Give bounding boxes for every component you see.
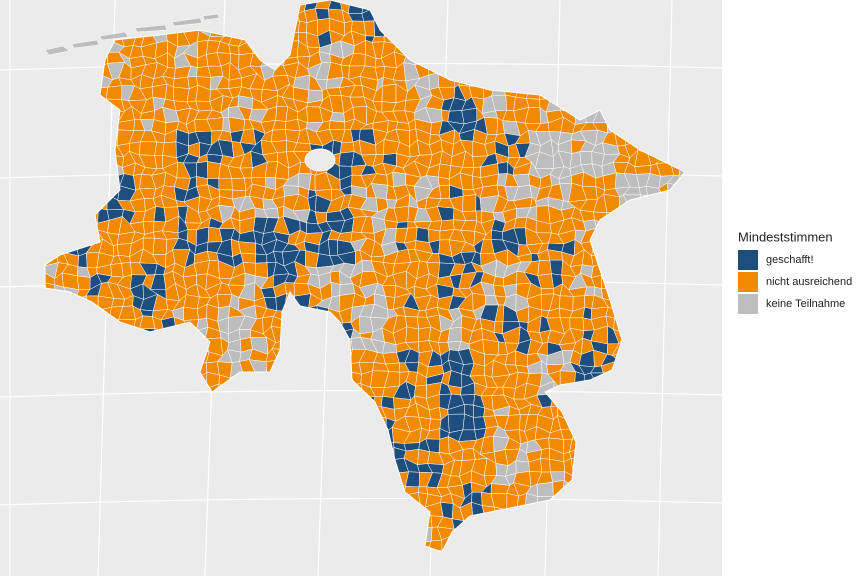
- municipality: [315, 8, 330, 21]
- municipality: [195, 100, 213, 112]
- municipality: [172, 86, 190, 103]
- municipality: [579, 151, 593, 166]
- municipality: [238, 241, 257, 255]
- legend-label: geschafft!: [766, 254, 814, 266]
- municipality: [218, 178, 233, 191]
- municipality: [537, 259, 552, 276]
- municipality: [152, 237, 168, 255]
- municipality: [493, 276, 504, 287]
- legend: Mindeststimmen geschafft! nicht ausreiche…: [738, 229, 852, 314]
- municipality: [513, 216, 527, 229]
- municipality: [165, 83, 175, 102]
- municipality: [540, 447, 550, 460]
- municipality: [497, 161, 508, 175]
- legend-title: Mindeststimmen: [738, 229, 833, 244]
- municipality: [415, 227, 430, 243]
- municipality: [396, 221, 409, 229]
- municipality: [117, 243, 132, 257]
- municipality: [602, 172, 617, 191]
- municipality: [540, 458, 551, 473]
- municipality: [437, 163, 452, 180]
- municipality: [582, 306, 592, 320]
- municipality: [76, 275, 91, 290]
- municipality: [138, 141, 158, 156]
- municipality: [439, 184, 450, 199]
- municipality: [634, 165, 652, 175]
- municipality: [151, 83, 168, 100]
- legend-swatch: [738, 272, 758, 292]
- municipality: [462, 194, 477, 212]
- municipality: [490, 483, 511, 495]
- municipality: [438, 436, 450, 455]
- municipality: [330, 281, 341, 298]
- municipality: [536, 481, 554, 497]
- municipality: [340, 141, 355, 154]
- municipality: [447, 326, 462, 343]
- municipality: [105, 85, 123, 100]
- municipality: [271, 129, 288, 143]
- islands: [44, 13, 220, 56]
- municipality: [493, 321, 504, 335]
- municipality: [231, 177, 247, 192]
- municipality: [540, 288, 555, 295]
- municipality: [515, 460, 530, 474]
- legend-swatch: [738, 250, 758, 270]
- municipality: [111, 298, 125, 308]
- municipality: [172, 76, 190, 90]
- legend-label: nicht ausreichend: [766, 276, 852, 288]
- municipality: [526, 98, 541, 109]
- municipality: [196, 161, 209, 180]
- municipality: [482, 338, 499, 356]
- municipality: [297, 20, 308, 34]
- legend-swatch: [738, 294, 758, 314]
- municipality: [549, 259, 563, 276]
- municipality: [329, 120, 346, 131]
- municipality: [240, 252, 257, 264]
- municipality: [363, 20, 376, 37]
- municipality: [381, 83, 397, 104]
- municipality: [207, 161, 221, 180]
- municipality: [110, 263, 124, 278]
- municipality: [255, 253, 268, 264]
- municipality: [183, 306, 199, 321]
- municipality: [183, 294, 200, 310]
- municipality: [428, 72, 440, 90]
- municipality: [327, 239, 339, 256]
- legend-label: keine Teilnahme: [766, 298, 845, 310]
- lake: [304, 148, 336, 172]
- municipality: [254, 262, 269, 279]
- municipality: [405, 326, 420, 343]
